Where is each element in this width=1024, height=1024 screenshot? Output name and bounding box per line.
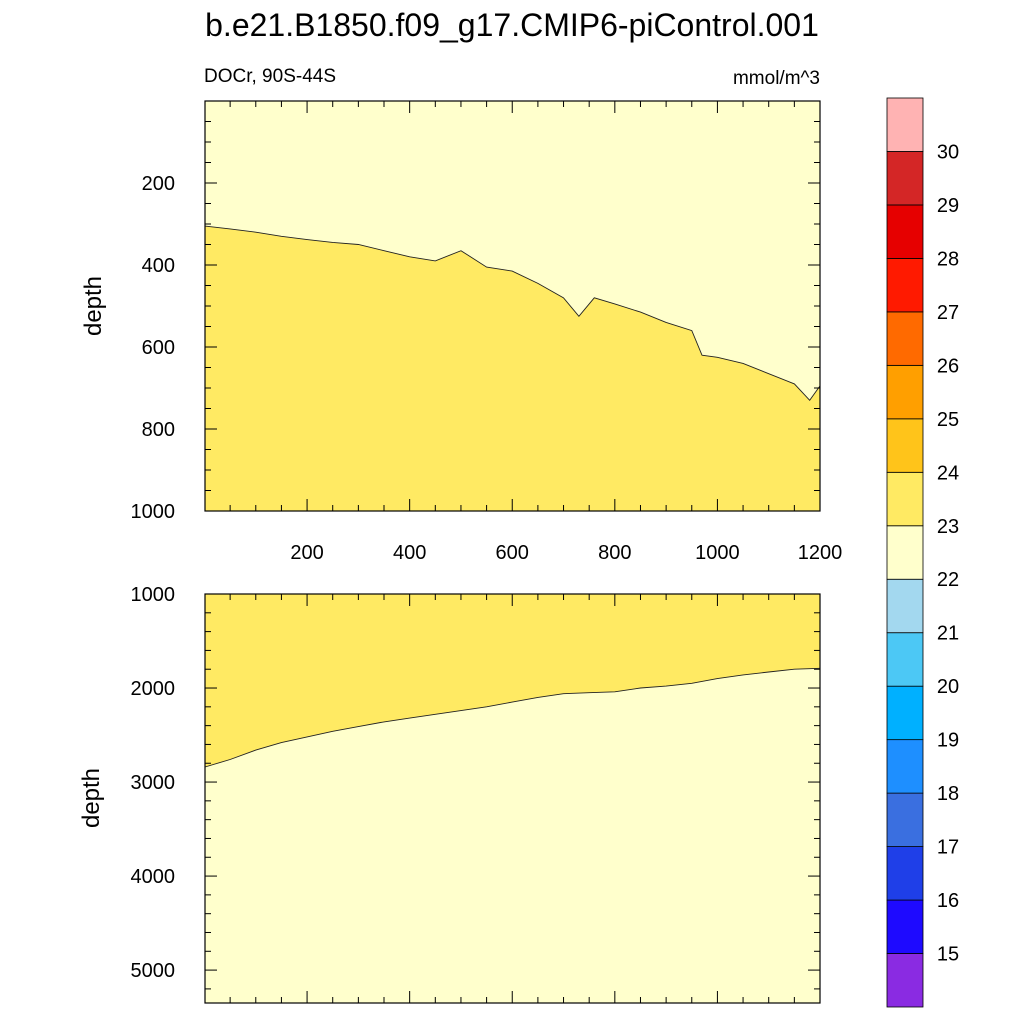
colorbar-label: 24: [937, 462, 959, 484]
contour-region-deep: [205, 668, 820, 1003]
x-tick-label: 200: [290, 542, 323, 564]
y-tick-label: 400: [142, 255, 175, 277]
colorbar-box: [886, 739, 924, 794]
colorbar-label: 23: [937, 516, 959, 538]
upper-y-axis-label: depth: [80, 276, 107, 336]
colorbar-box: [886, 311, 924, 366]
colorbar-box: [886, 258, 924, 313]
colorbar-label: 21: [937, 623, 959, 645]
colorbar-label: 15: [937, 944, 959, 966]
y-tick-label: 2000: [131, 678, 176, 700]
colorbar-box: [886, 846, 924, 901]
colorbar: 15 16 17 18 19 20 21 22 23 24 25 26 27 28 29 30: [886, 97, 959, 1008]
y-tick-label: 4000: [131, 866, 176, 888]
units-label: mmol/m^3: [733, 68, 820, 89]
lower-y-axis-label: depth: [78, 768, 105, 828]
colorbar-box: [886, 471, 924, 527]
panel-subtitle: DOCr, 90S-44S: [204, 66, 336, 87]
colorbar-box: [886, 685, 924, 741]
figure-title: b.e21.B1850.f09_g17.CMIP6-piControl.001: [205, 7, 819, 43]
colorbar-label: 26: [937, 355, 959, 377]
colorbar-box: [886, 418, 924, 473]
colorbar-box: [886, 364, 924, 420]
colorbar-label: 18: [937, 783, 959, 805]
lower-depth-panel: 1000 2000 3000 4000 5000 depth: [78, 584, 821, 1004]
contour-line: [204, 667, 821, 768]
x-tick-label: 1200: [798, 542, 843, 564]
y-tick-label: 1000: [131, 584, 176, 606]
upper-axis-ticks: 200 400 600 800 1000 1200 200 400 600 800 1000: [131, 100, 843, 564]
x-tick-label: 600: [496, 542, 529, 564]
colorbar-box: [886, 792, 924, 847]
colorbar-label: 17: [937, 837, 959, 859]
upper-depth-panel: DOCr, 90S-44S mmol/m^3 200 400 600 800 1000 1…: [80, 66, 842, 564]
y-tick-label: 1000: [131, 501, 176, 523]
contour-region-shallow: [205, 101, 820, 401]
colorbar-box: [886, 204, 924, 259]
upper-contour-fill: [205, 101, 820, 511]
lower-contour-fill: [205, 594, 820, 1003]
lower-axis-ticks: 1000 2000 3000 4000 5000: [131, 584, 821, 1003]
colorbar-label: 30: [937, 141, 959, 163]
y-tick-label: 800: [142, 419, 175, 441]
colorbar-label: 20: [937, 676, 959, 698]
y-tick-label: 3000: [131, 772, 176, 794]
x-tick-label: 1000: [695, 542, 740, 564]
y-tick-label: 200: [142, 173, 175, 195]
colorbar-box: [886, 525, 924, 580]
colorbar-label: 22: [937, 569, 959, 591]
upper-contour-line: [204, 225, 821, 402]
colorbar-label: 25: [937, 409, 959, 431]
contour-region-shallow: [205, 594, 820, 767]
colorbar-label: 28: [937, 248, 959, 270]
contour-line: [204, 225, 821, 402]
y-tick-label: 600: [142, 337, 175, 359]
colorbar-label: 16: [937, 890, 959, 912]
contour-region-deep: [205, 226, 820, 511]
x-tick-label: 400: [393, 542, 426, 564]
y-tick-label: 5000: [131, 960, 176, 982]
lower-contour-line: [204, 667, 821, 768]
colorbar-box: [886, 578, 924, 634]
colorbar-label: 29: [937, 195, 959, 217]
colorbar-box: [886, 151, 924, 206]
x-tick-label: 800: [598, 542, 631, 564]
colorbar-box: [886, 97, 924, 152]
colorbar-label: 27: [937, 302, 959, 324]
colorbar-box: [886, 899, 924, 954]
colorbar-box: [886, 953, 924, 1008]
colorbar-label: 19: [937, 730, 959, 752]
colorbar-box: [886, 632, 924, 687]
